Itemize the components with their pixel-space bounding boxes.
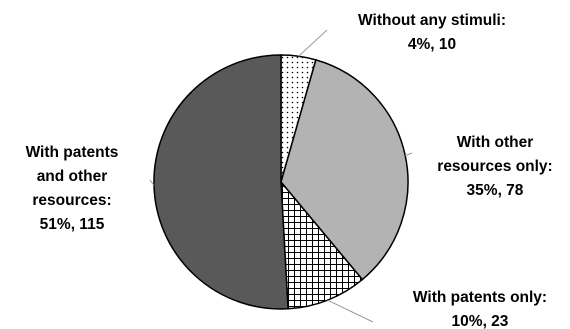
- leader-line-3: [327, 299, 374, 323]
- slice-label-line: 4%, 10: [408, 36, 456, 53]
- slice-label-4: With patents and other resources: 51%, 115: [26, 144, 119, 233]
- slice-label-line: With patents: [26, 144, 119, 161]
- slice-label-line: 35%, 78: [467, 182, 524, 199]
- pie-slices: [153, 54, 409, 310]
- pie-slice-3: [280, 179, 364, 310]
- leader-lines: [149, 29, 413, 323]
- slice-labels: Without any stimuli: 4%, 10 With other reso…: [26, 12, 553, 329]
- leader-line-4: [149, 179, 155, 186]
- slice-label-line: resources only:: [437, 158, 552, 175]
- slice-label-line: With patents only:: [413, 289, 547, 306]
- slice-label-3: With patents only: 10%, 23: [413, 289, 547, 329]
- pie-slice-4: [153, 54, 289, 310]
- slice-label-2: With other resources only: 35%, 78: [437, 134, 552, 199]
- slice-label-line: 10%, 23: [452, 313, 509, 329]
- slice-label-1: Without any stimuli: 4%, 10: [358, 12, 506, 53]
- leader-line-2: [405, 152, 413, 157]
- leader-line-1: [298, 29, 328, 57]
- slice-label-line: resources:: [32, 192, 111, 209]
- slice-label-line: and other: [37, 168, 108, 185]
- slice-label-line: 51%, 115: [40, 216, 105, 233]
- slice-label-line: Without any stimuli:: [358, 12, 506, 29]
- slice-label-line: With other: [457, 134, 534, 151]
